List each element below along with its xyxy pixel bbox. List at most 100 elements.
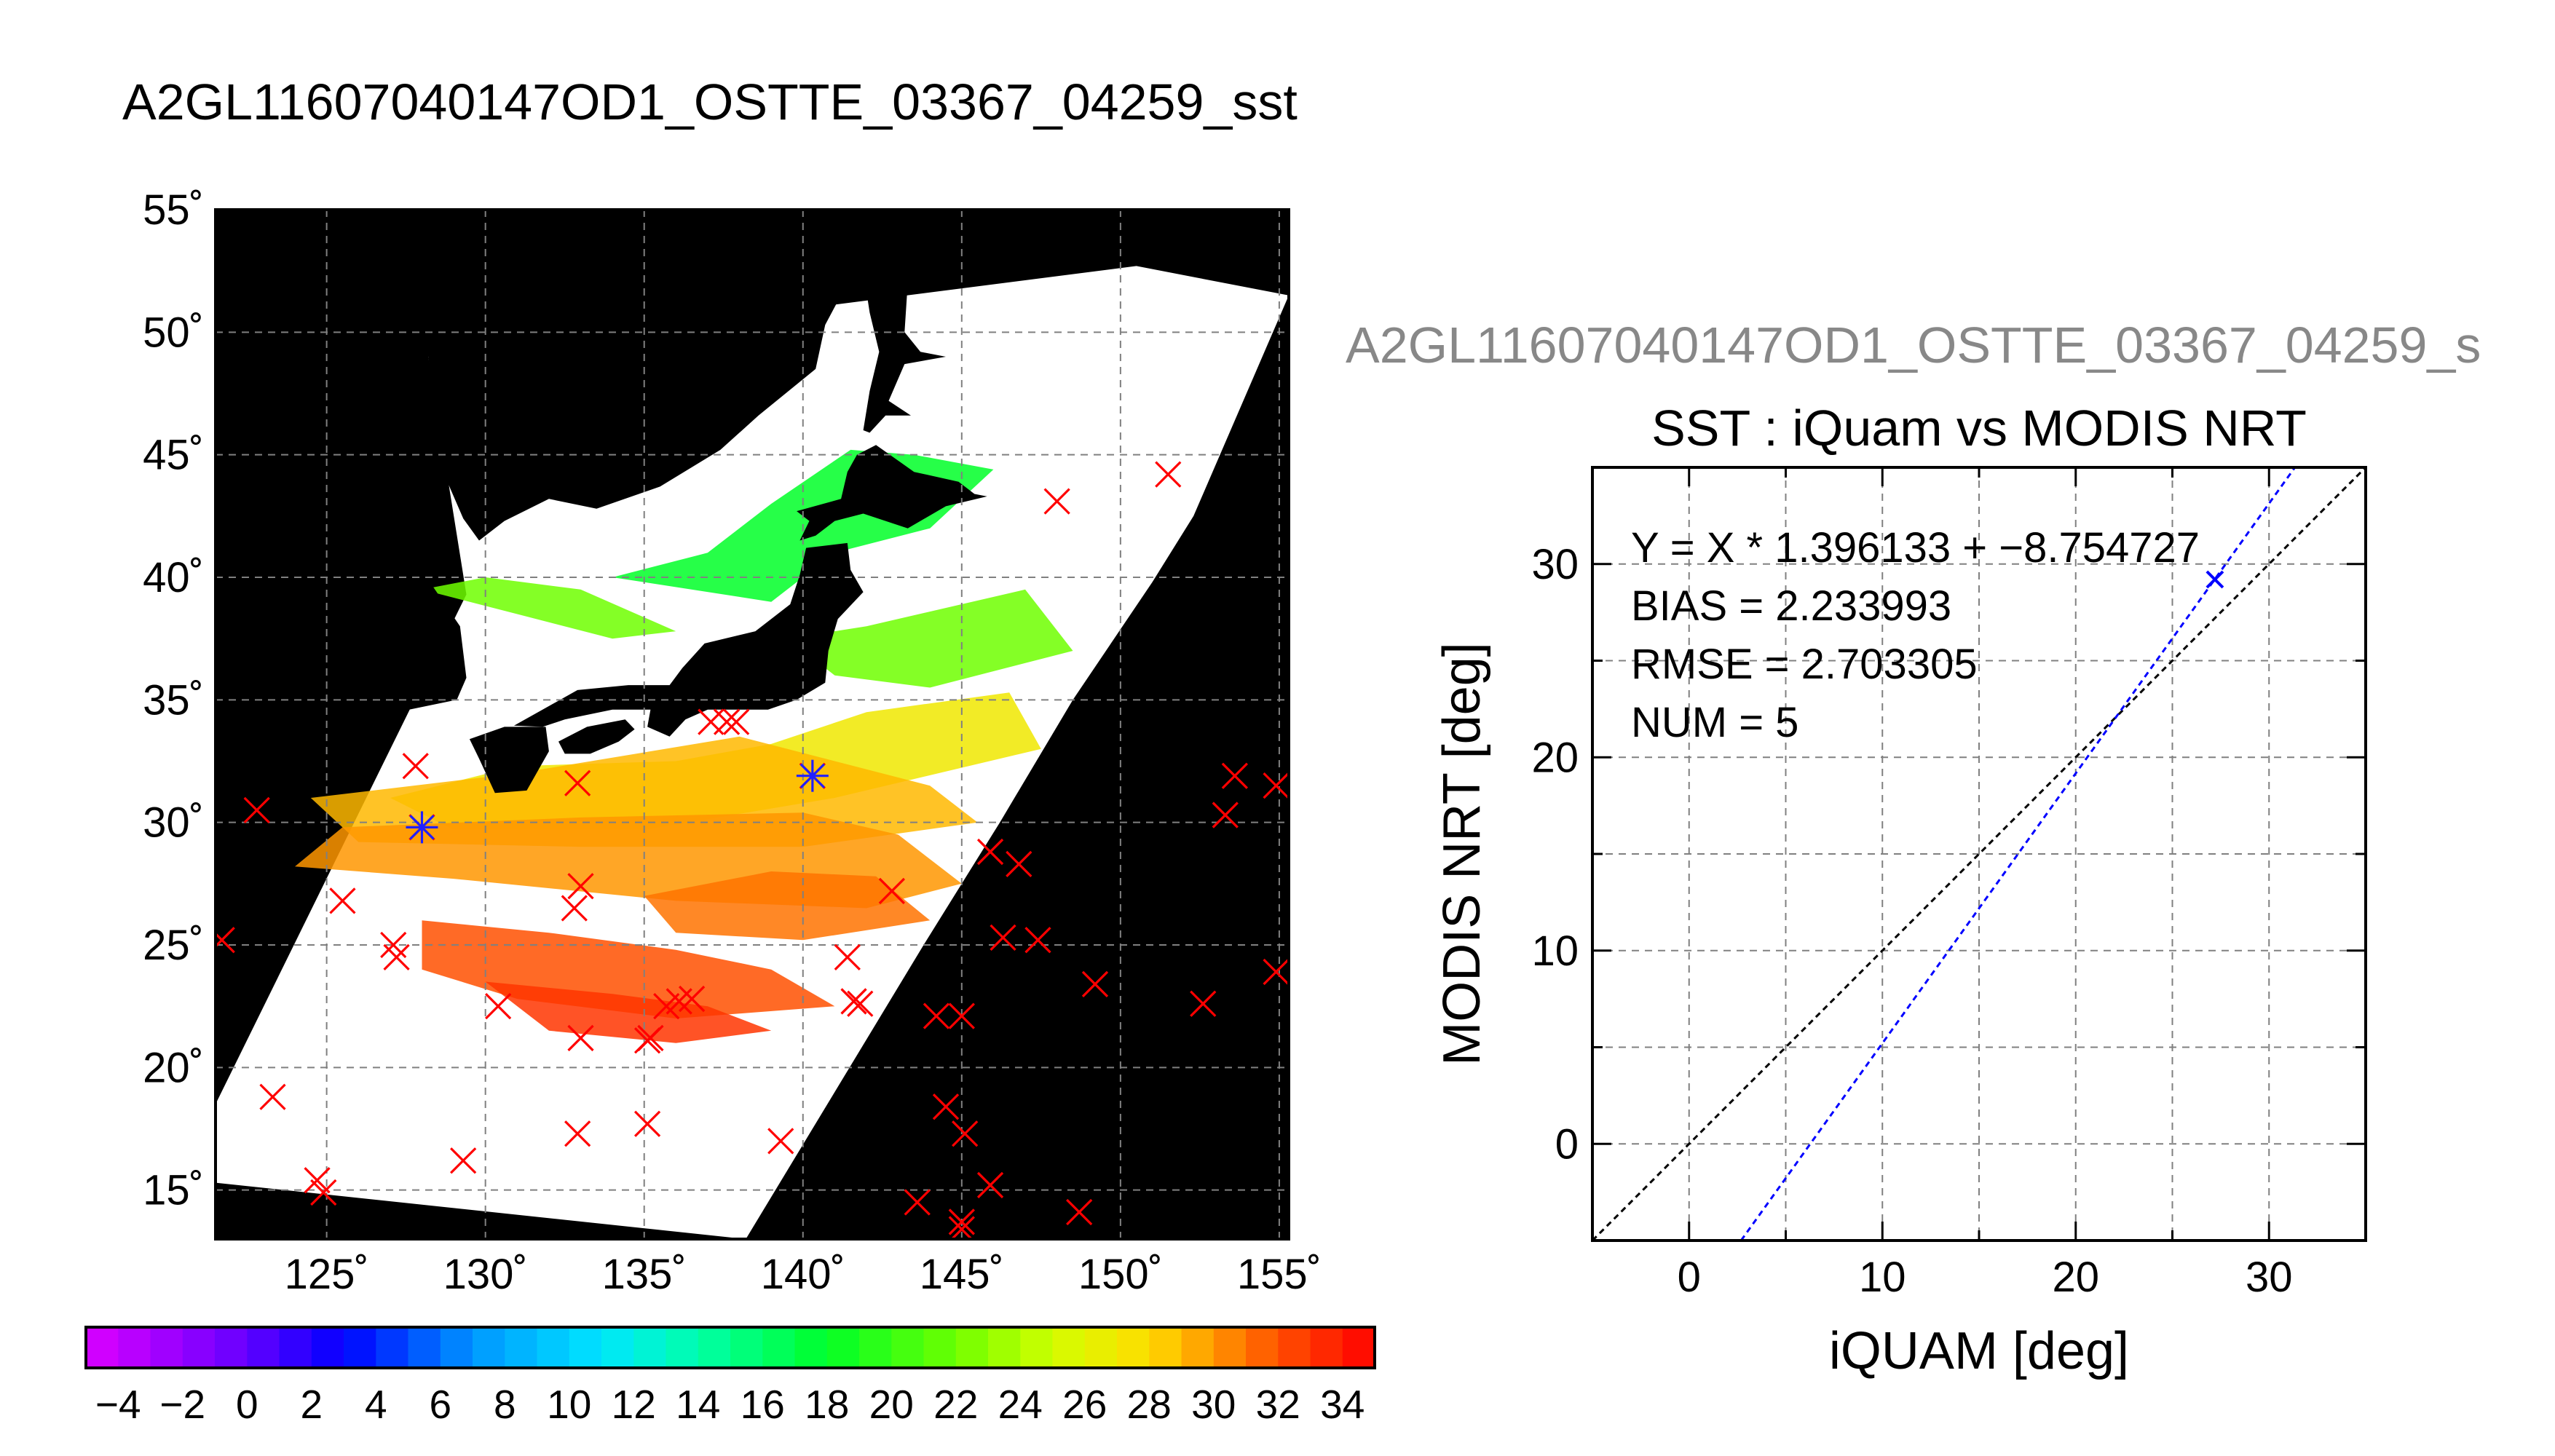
matchup-marker — [799, 763, 825, 788]
buoy-marker — [679, 985, 706, 1013]
colorbar-labels: −4 −2 0 2 4 6 8 10 12 14 16 18 20 22 24 26 28 30 32 34 — [95, 1382, 1365, 1427]
scatter-point — [2205, 570, 2224, 589]
colorbar-swatch — [1117, 1327, 1150, 1368]
buoy-markers — [216, 461, 1289, 1239]
colorbar-label: 0 — [236, 1382, 258, 1427]
land-korea — [361, 579, 467, 710]
latitude-label: 15˚ — [143, 1167, 204, 1214]
colorbar-swatches — [86, 1327, 1375, 1368]
land-honshu — [513, 542, 864, 737]
colorbar-label: −2 — [159, 1382, 205, 1427]
buoy-marker — [1024, 927, 1051, 954]
buoy-marker — [932, 1093, 960, 1120]
colorbar-swatch — [279, 1327, 312, 1368]
latitude-label: 40˚ — [143, 554, 204, 601]
colorbar-swatch — [988, 1327, 1021, 1368]
scatter-points — [2205, 570, 2224, 589]
map-title: A2GL11607040147OD1_OSTTE_03367_04259_sst — [122, 74, 1298, 130]
colorbar-swatch — [505, 1327, 538, 1368]
y-tick-labels: 0 10 20 30 — [1531, 541, 1579, 1168]
colorbar-label: 34 — [1320, 1382, 1365, 1427]
colorbar-swatch — [1342, 1327, 1375, 1368]
colorbar-label: 20 — [869, 1382, 914, 1427]
plot-grid — [1592, 467, 2366, 1241]
buoy-marker — [990, 924, 1016, 951]
colorbar-swatch — [1084, 1327, 1118, 1368]
buoy-marker — [564, 769, 591, 796]
colorbar: −4 −2 0 2 4 6 8 10 12 14 16 18 20 22 24 26 28 30 32 34 — [84, 1326, 1376, 1427]
buoy-marker — [637, 1024, 664, 1052]
longitude-label: 125˚ — [285, 1251, 369, 1298]
colorbar-swatch — [118, 1327, 151, 1368]
colorbar-label: 4 — [365, 1382, 387, 1427]
buoy-marker — [567, 1024, 594, 1052]
land-kamchatka — [1289, 210, 1311, 296]
colorbar-label: 22 — [933, 1382, 978, 1427]
map-frame — [214, 208, 1290, 1241]
buoy-marker — [950, 1216, 975, 1239]
buoy-marker — [1043, 488, 1070, 515]
colorbar-swatch — [86, 1327, 119, 1368]
buoy-marker — [1190, 990, 1217, 1017]
colorbar-swatch — [1020, 1327, 1054, 1368]
colorbar-swatch — [473, 1327, 505, 1368]
colorbar-label: 2 — [300, 1382, 323, 1427]
colorbar-swatch — [537, 1327, 570, 1368]
y-tick-label: 10 — [1531, 927, 1579, 975]
map-grid — [216, 210, 1289, 1239]
buoy-marker — [834, 943, 861, 970]
colorbar-swatch — [698, 1327, 731, 1368]
colorbar-label: −4 — [95, 1382, 141, 1427]
colorbar-swatch — [923, 1327, 957, 1368]
stat-line: BIAS = 2.233993 — [1631, 582, 1951, 630]
latitude-label: 30˚ — [143, 799, 204, 847]
scatter-title: SST : iQuam vs MODIS NRT — [1651, 400, 2307, 456]
buoy-marker — [1221, 762, 1248, 789]
x-tick-label: 30 — [2246, 1254, 2293, 1301]
latitude-label: 45˚ — [143, 432, 204, 479]
longitude-label: 130˚ — [443, 1251, 528, 1298]
colorbar-swatch — [1181, 1327, 1215, 1368]
buoy-marker — [767, 1128, 794, 1155]
y-tick-label: 20 — [1531, 734, 1579, 781]
scatter-header: A2GL11607040147OD1_OSTTE_03367_04259_s — [1346, 317, 2481, 373]
land-shikoku — [558, 719, 635, 754]
buoy-marker — [564, 1120, 591, 1147]
colorbar-swatch — [1149, 1327, 1182, 1368]
colorbar-label: 6 — [429, 1382, 451, 1427]
buoy-marker — [723, 708, 750, 735]
buoy-marker — [243, 796, 270, 823]
latitude-labels: 15˚ 20˚ 25˚ 30˚ 35˚ 40˚ 45˚ 50˚ 55˚ — [143, 186, 204, 1214]
buoy-marker — [952, 1120, 979, 1147]
colorbar-swatch — [730, 1327, 763, 1368]
colorbar-swatch — [182, 1327, 216, 1368]
buoy-marker — [402, 753, 429, 780]
longitude-label: 140˚ — [761, 1251, 845, 1298]
latitude-label: 35˚ — [143, 676, 204, 724]
scatter-panel: SST : iQuam vs MODIS NRT 0 10 20 30 0 10 20 30… — [1433, 400, 2367, 1380]
longitude-label: 155˚ — [1237, 1251, 1322, 1298]
colorbar-swatch — [1052, 1327, 1086, 1368]
colorbar-swatch — [633, 1327, 667, 1368]
colorbar-swatch — [311, 1327, 344, 1368]
buoy-marker — [976, 838, 1004, 866]
latitude-label: 50˚ — [143, 309, 204, 356]
colorbar-label: 32 — [1256, 1382, 1300, 1427]
longitude-labels: 125˚ 130˚ 135˚ 140˚ 145˚ 150˚ 155˚ — [285, 1251, 1322, 1298]
colorbar-swatch — [859, 1327, 892, 1368]
buoy-marker — [1263, 772, 1289, 799]
colorbar-swatch — [762, 1327, 796, 1368]
colorbar-swatch — [215, 1327, 248, 1368]
colorbar-swatch — [1278, 1327, 1311, 1368]
land-hokkaido — [797, 445, 987, 541]
colorbar-label: 8 — [494, 1382, 516, 1427]
buoy-marker — [383, 943, 410, 970]
land-kyushu — [469, 727, 549, 794]
colorbar-swatch — [794, 1327, 828, 1368]
sst-region — [644, 871, 931, 941]
buoy-marker — [259, 1083, 286, 1110]
longitude-label: 150˚ — [1078, 1251, 1163, 1298]
buoy-marker — [878, 877, 906, 905]
colorbar-swatch — [1246, 1327, 1279, 1368]
